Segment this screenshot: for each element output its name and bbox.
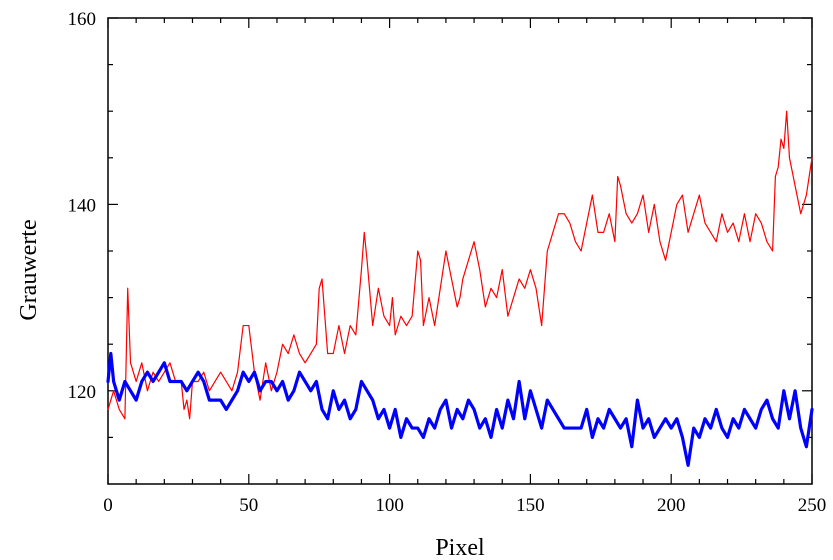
axis-ticks [107, 17, 813, 484]
x-tick-label: 250 [798, 495, 827, 516]
y-axis-title: Grauwerte [16, 219, 42, 320]
x-tick-label: 100 [375, 495, 404, 516]
x-tick-label: 200 [657, 495, 686, 516]
series-layer [106, 110, 814, 467]
y-tick-label: 160 [68, 9, 97, 30]
series-line-blue [106, 351, 814, 467]
x-axis-title: Pixel [435, 535, 485, 560]
tick-labels: 0 50 100 150 200 250 120 140 160 [68, 9, 827, 516]
y-tick-label: 120 [68, 382, 97, 403]
x-tick-label: 50 [239, 495, 258, 516]
x-tick-label: 150 [516, 495, 545, 516]
x-tick-label: 0 [103, 495, 113, 516]
y-tick-label: 140 [68, 195, 97, 216]
series-line-red [107, 110, 813, 420]
